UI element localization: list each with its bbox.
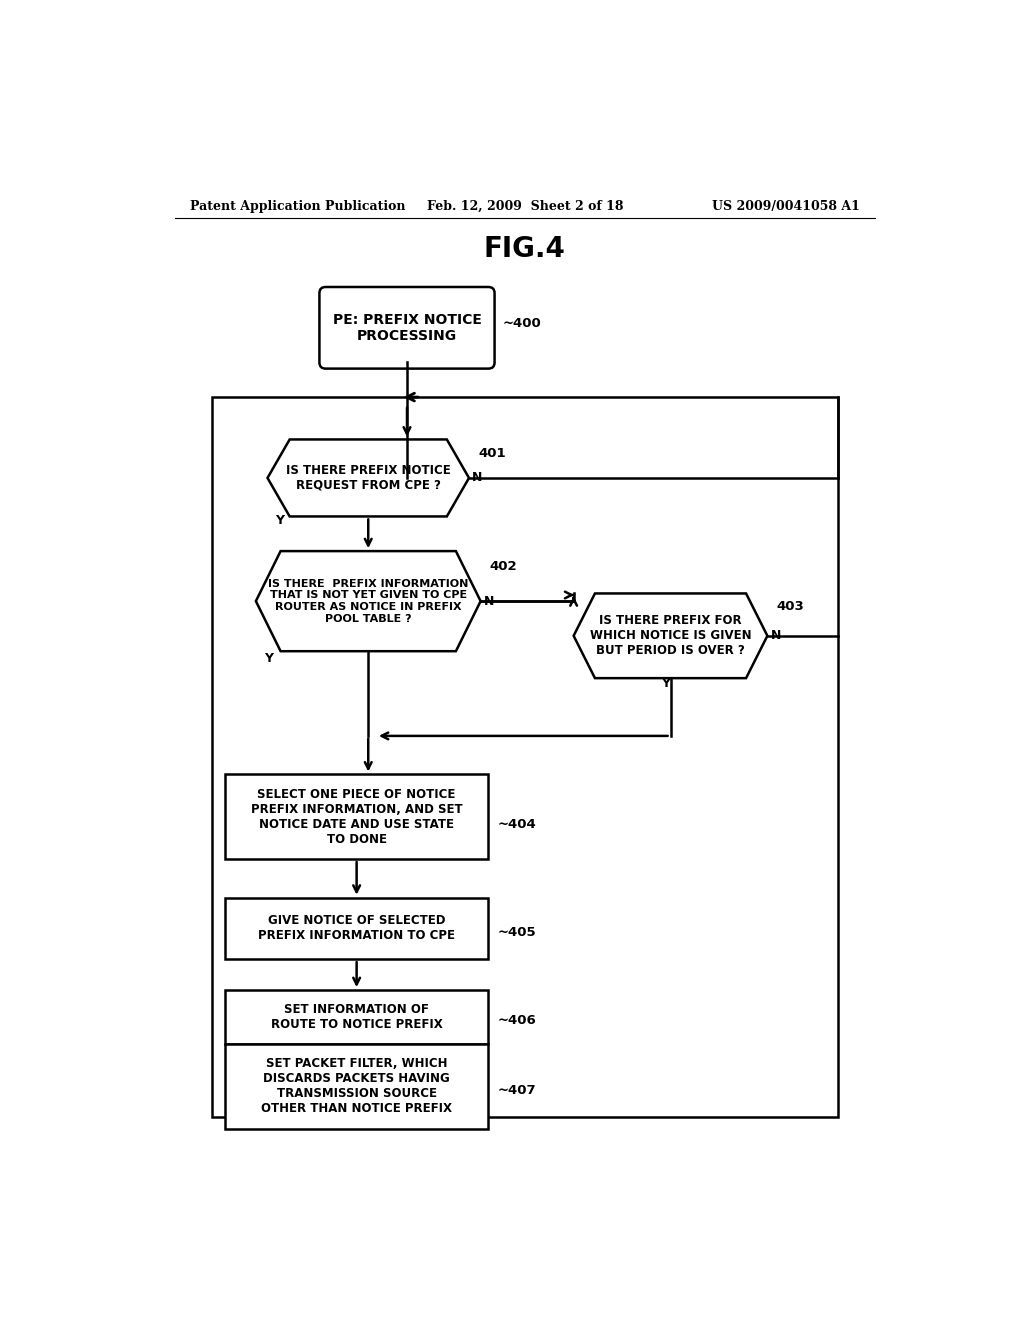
Bar <box>225 1044 488 1129</box>
Text: ~400: ~400 <box>503 317 541 330</box>
Text: 401: 401 <box>478 446 506 459</box>
Polygon shape <box>256 552 480 651</box>
Text: GIVE NOTICE OF SELECTED
PREFIX INFORMATION TO CPE: GIVE NOTICE OF SELECTED PREFIX INFORMATI… <box>258 915 455 942</box>
Text: Y: Y <box>263 652 272 665</box>
Text: Y: Y <box>275 513 285 527</box>
Text: Feb. 12, 2009  Sheet 2 of 18: Feb. 12, 2009 Sheet 2 of 18 <box>427 199 623 213</box>
Text: N: N <box>770 630 781 643</box>
Text: ~404: ~404 <box>498 818 537 832</box>
Text: ~407: ~407 <box>498 1084 537 1097</box>
Text: ~405: ~405 <box>498 925 537 939</box>
Text: IS THERE PREFIX NOTICE
REQUEST FROM CPE ?: IS THERE PREFIX NOTICE REQUEST FROM CPE … <box>286 463 451 492</box>
Text: ~406: ~406 <box>498 1014 537 1027</box>
Text: SET INFORMATION OF
ROUTE TO NOTICE PREFIX: SET INFORMATION OF ROUTE TO NOTICE PREFI… <box>270 1003 442 1031</box>
Text: Patent Application Publication: Patent Application Publication <box>190 199 406 213</box>
Bar <box>225 990 488 1044</box>
Bar <box>212 397 838 1117</box>
Bar <box>225 898 488 960</box>
FancyBboxPatch shape <box>319 286 495 368</box>
Text: 402: 402 <box>489 560 517 573</box>
Polygon shape <box>573 594 767 678</box>
Text: SET PACKET FILTER, WHICH
DISCARDS PACKETS HAVING
TRANSMISSION SOURCE
OTHER THAN : SET PACKET FILTER, WHICH DISCARDS PACKET… <box>261 1057 453 1115</box>
Polygon shape <box>267 440 469 516</box>
Text: US 2009/0041058 A1: US 2009/0041058 A1 <box>712 199 859 213</box>
Text: 403: 403 <box>776 601 805 612</box>
Bar <box>225 775 488 859</box>
Text: IS THERE PREFIX FOR
WHICH NOTICE IS GIVEN
BUT PERIOD IS OVER ?: IS THERE PREFIX FOR WHICH NOTICE IS GIVE… <box>590 614 752 657</box>
Text: N: N <box>472 471 482 484</box>
Text: Y: Y <box>662 677 670 690</box>
Text: SELECT ONE PIECE OF NOTICE
PREFIX INFORMATION, AND SET
NOTICE DATE AND USE STATE: SELECT ONE PIECE OF NOTICE PREFIX INFORM… <box>251 788 463 846</box>
Text: N: N <box>483 594 495 607</box>
Text: IS THERE  PREFIX INFORMATION
THAT IS NOT YET GIVEN TO CPE
ROUTER AS NOTICE IN PR: IS THERE PREFIX INFORMATION THAT IS NOT … <box>268 578 468 623</box>
Text: FIG.4: FIG.4 <box>484 235 565 263</box>
Text: PE: PREFIX NOTICE
PROCESSING: PE: PREFIX NOTICE PROCESSING <box>333 313 481 343</box>
